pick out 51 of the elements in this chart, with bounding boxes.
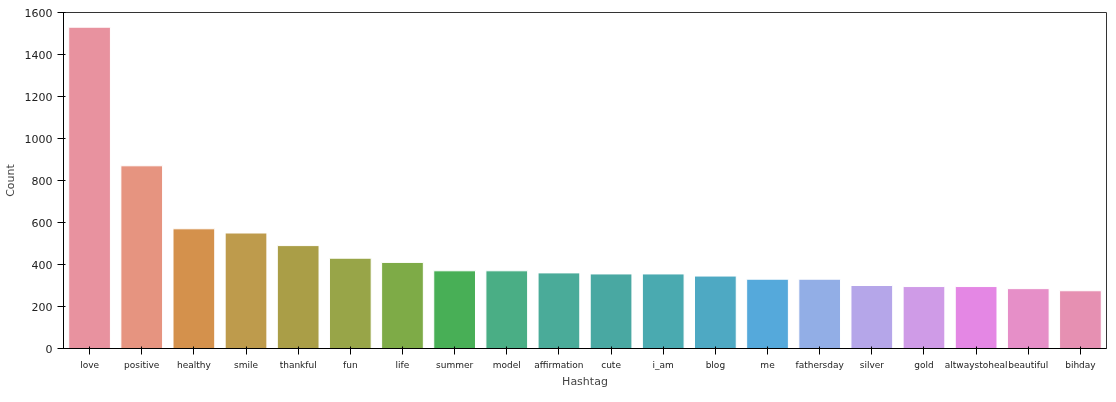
x-tick-label: bihday bbox=[1065, 359, 1097, 370]
x-tick-label: love bbox=[80, 359, 100, 370]
bar bbox=[224, 232, 268, 349]
x-tick-label: silver bbox=[859, 359, 885, 370]
x-tick-label: me bbox=[760, 359, 776, 370]
y-tick-label: 200 bbox=[31, 300, 53, 314]
y-tick-label: 800 bbox=[31, 174, 53, 188]
y-tick-label: 1400 bbox=[24, 48, 53, 62]
x-tick-label: summer bbox=[436, 359, 474, 370]
x-tick-label: life bbox=[395, 359, 410, 370]
y-tick-label: 400 bbox=[31, 258, 53, 272]
x-tick-label: altwaystoheal bbox=[944, 359, 1008, 370]
bar bbox=[1006, 288, 1050, 349]
x-axis-title: Hashtag bbox=[562, 374, 608, 388]
x-tick-label: healthy bbox=[176, 359, 212, 370]
x-tick-label: blog bbox=[705, 359, 726, 370]
x-tick-label: affirmation bbox=[534, 359, 584, 370]
bar bbox=[485, 270, 529, 349]
bar bbox=[798, 278, 842, 349]
bar bbox=[902, 286, 946, 349]
y-tick-label: 1200 bbox=[24, 90, 53, 104]
y-tick-label: 1000 bbox=[24, 132, 53, 146]
bar bbox=[120, 165, 164, 349]
x-tick-label: thankful bbox=[279, 359, 317, 370]
x-tick-label: fathersday bbox=[795, 359, 845, 370]
bar bbox=[850, 285, 894, 349]
x-tick-label: gold bbox=[914, 359, 934, 370]
x-tick-label: beautiful bbox=[1008, 359, 1049, 370]
bar bbox=[381, 261, 424, 349]
x-tick-label: positive bbox=[124, 359, 160, 370]
x-tick-label: smile bbox=[234, 359, 259, 370]
bar bbox=[537, 272, 581, 349]
bar bbox=[641, 273, 685, 349]
bar bbox=[1059, 290, 1102, 349]
x-tick-label: fun bbox=[343, 359, 358, 370]
y-tick-label: 0 bbox=[45, 342, 53, 356]
y-tick-label: 1600 bbox=[24, 6, 53, 20]
x-tick-label: i_am bbox=[652, 359, 674, 370]
x-tick-label: model bbox=[492, 359, 521, 370]
y-tick-label: 600 bbox=[31, 216, 53, 230]
bar bbox=[433, 270, 476, 349]
bar bbox=[172, 228, 216, 349]
bar bbox=[68, 26, 111, 349]
bar bbox=[589, 273, 633, 349]
bar bbox=[328, 257, 372, 349]
bar bbox=[954, 286, 998, 349]
x-tick-label: cute bbox=[601, 359, 622, 370]
bar bbox=[276, 245, 320, 349]
y-axis-title: Count bbox=[3, 163, 17, 197]
bar bbox=[746, 278, 789, 349]
bar bbox=[694, 275, 737, 349]
